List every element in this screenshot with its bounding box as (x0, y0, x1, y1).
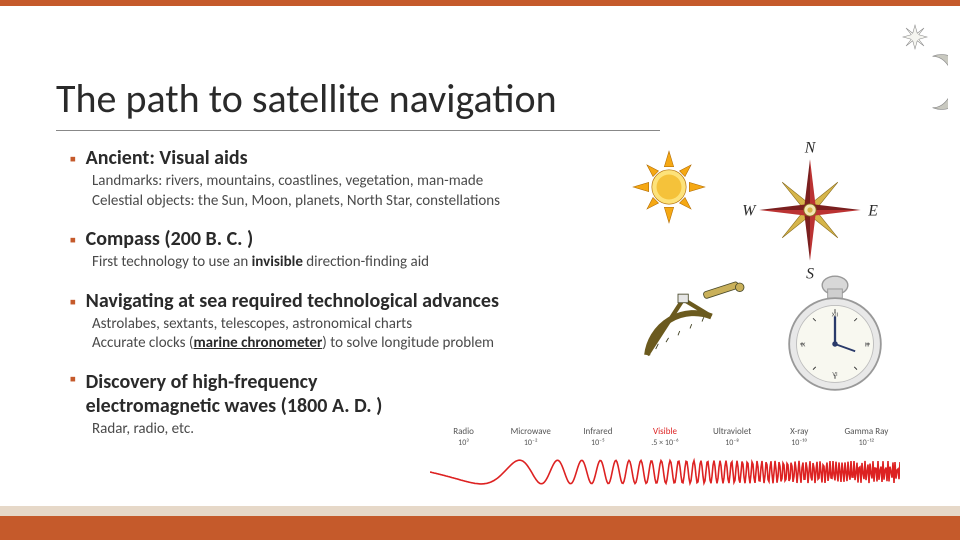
section-title: Navigating at sea required technological… (86, 289, 499, 313)
crescent-moon-icon (900, 52, 948, 112)
spectrum-scale: 10⁻¹² (833, 438, 900, 448)
spectrum-band: Infrared (564, 426, 631, 437)
sextant-icon (630, 280, 750, 370)
spectrum-scale: 10⁻¹⁰ (766, 438, 833, 448)
section-sea-nav: ▪ Navigating at sea required technologic… (70, 289, 620, 354)
em-spectrum-figure: RadioMicrowaveInfraredVisibleUltraviolet… (430, 426, 900, 496)
spectrum-wave (430, 454, 900, 490)
bullet-icon: ▪ (70, 370, 76, 389)
compass-w-label: W (742, 202, 757, 219)
corner-decoration (868, 12, 948, 112)
spectrum-band: Gamma Ray (833, 426, 900, 437)
spectrum-scale: 10⁻² (497, 438, 564, 448)
section-title: Ancient: Visual aids (86, 146, 248, 170)
section-body: First technology to use an invisible dir… (92, 253, 620, 273)
spectrum-band: Ultraviolet (699, 426, 766, 437)
compass-rose-icon: N S E W (740, 140, 880, 280)
top-accent-bar (0, 0, 960, 6)
section-ancient: ▪ Ancient: Visual aids Landmarks: rivers… (70, 146, 620, 211)
svg-text:III: III (865, 341, 870, 349)
content-area: ▪ Ancient: Visual aids Landmarks: rivers… (70, 146, 620, 455)
section-body: Landmarks: rivers, mountains, coastlines… (92, 172, 620, 211)
compass-e-label: E (867, 202, 878, 219)
bullet-icon: ▪ (70, 150, 76, 169)
spectrum-scale: 10⁻⁵ (564, 438, 631, 448)
spectrum-scale-labels: 10³10⁻²10⁻⁵.5 × 10⁻⁶10⁻⁸10⁻¹⁰10⁻¹² (430, 438, 900, 448)
section-title: Discovery of high-frequency electromagne… (86, 370, 383, 418)
sun-icon (630, 148, 708, 226)
bullet-icon: ▪ (70, 293, 76, 312)
illustrations-area: N S E W (630, 130, 920, 430)
bottom-accent-light (0, 506, 960, 516)
spectrum-scale: 10⁻⁸ (699, 438, 766, 448)
spectrum-band: Microwave (497, 426, 564, 437)
spectrum-band: X-ray (766, 426, 833, 437)
spectrum-band: Radio (430, 426, 497, 437)
spectrum-scale: .5 × 10⁻⁶ (631, 438, 698, 448)
bullet-icon: ▪ (70, 231, 76, 250)
chronometer-icon: XII VI III IX (780, 270, 890, 395)
slide-title: The path to satellite navigation (56, 74, 557, 123)
compass-n-label: N (804, 140, 817, 156)
star-icon (900, 22, 930, 52)
spectrum-scale: 10³ (430, 438, 497, 448)
section-body: Astrolabes, sextants, telescopes, astron… (92, 315, 620, 354)
svg-text:VI: VI (832, 370, 838, 378)
spectrum-band-labels: RadioMicrowaveInfraredVisibleUltraviolet… (430, 426, 900, 437)
section-compass: ▪ Compass (200 B. C. ) First technology … (70, 227, 620, 273)
title-underline (56, 130, 660, 131)
bottom-accent-bar (0, 516, 960, 540)
spectrum-band: Visible (631, 426, 698, 437)
svg-text:IX: IX (800, 341, 806, 349)
section-title: Compass (200 B. C. ) (86, 227, 254, 251)
